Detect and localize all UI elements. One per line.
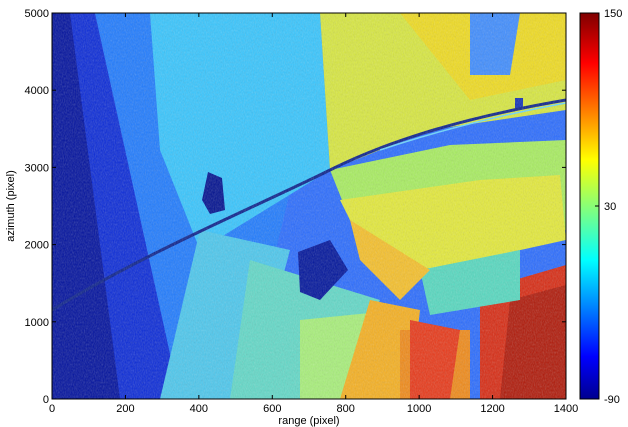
x-tick-label: 400: [190, 403, 208, 415]
x-tick-label: 1400: [554, 403, 578, 415]
colorbar-tick-label: 30: [604, 201, 616, 213]
y-tick-label: 0: [43, 394, 49, 406]
x-tick-label: 600: [263, 403, 281, 415]
y-tick-label: 4000: [25, 85, 49, 97]
x-tick-label: 0: [49, 403, 55, 415]
y-axis-label: azimuth (pixel): [5, 170, 17, 242]
heatmap-image: [52, 13, 566, 399]
x-axis: 0 200 400 600 800 1000 1200 1400: [49, 13, 578, 415]
x-tick-label: 1000: [407, 403, 431, 415]
colorbar-ticks: 150 30 -90: [595, 8, 622, 406]
x-tick-label: 200: [116, 403, 134, 415]
x-tick-label: 1200: [480, 403, 504, 415]
y-axis: 0 1000 2000 3000 4000 5000: [25, 8, 566, 406]
colorbar-tick-label: 150: [604, 8, 622, 20]
y-tick-label: 2000: [25, 240, 49, 252]
y-tick-label: 5000: [25, 8, 49, 20]
y-tick-label: 3000: [25, 162, 49, 174]
y-tick-label: 1000: [25, 317, 49, 329]
x-tick-label: 800: [337, 403, 355, 415]
colorbar: 150 30 -90: [579, 8, 622, 406]
colorbar-tick-label: -90: [604, 394, 620, 406]
x-axis-label: range (pixel): [278, 415, 339, 427]
plot-frame: [51, 12, 567, 400]
